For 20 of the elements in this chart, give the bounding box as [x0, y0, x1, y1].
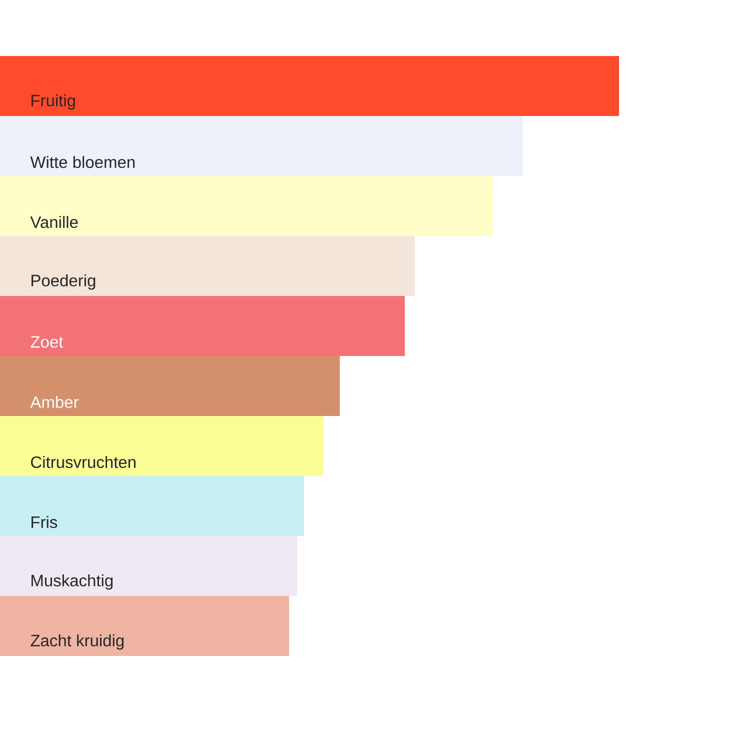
- y-tick-label: Citrusvruchten: [31, 456, 136, 468]
- bar: [0, 56, 620, 116]
- y-tick-label: Zoet: [30, 336, 64, 348]
- y-tick-label: Zacht kruidig: [30, 634, 124, 650]
- y-tick-label: Vanille: [30, 216, 78, 228]
- bar: [0, 416, 324, 476]
- bar: [0, 596, 290, 656]
- bar: [0, 176, 493, 236]
- y-tick-label: Witte bloemen: [30, 156, 135, 168]
- y-tick-label: Fris: [32, 516, 58, 528]
- y-tick-label: Fruitig: [32, 94, 75, 110]
- y-tick-label: Poederig: [32, 274, 96, 290]
- bar: [0, 236, 415, 296]
- bar: [0, 356, 340, 416]
- bar: [0, 296, 405, 356]
- bar: [0, 116, 524, 176]
- bar: [0, 536, 298, 596]
- y-tick-label: Amber: [30, 396, 79, 408]
- y-tick-label: Muskachtig: [32, 574, 113, 590]
- bar: [0, 476, 304, 536]
